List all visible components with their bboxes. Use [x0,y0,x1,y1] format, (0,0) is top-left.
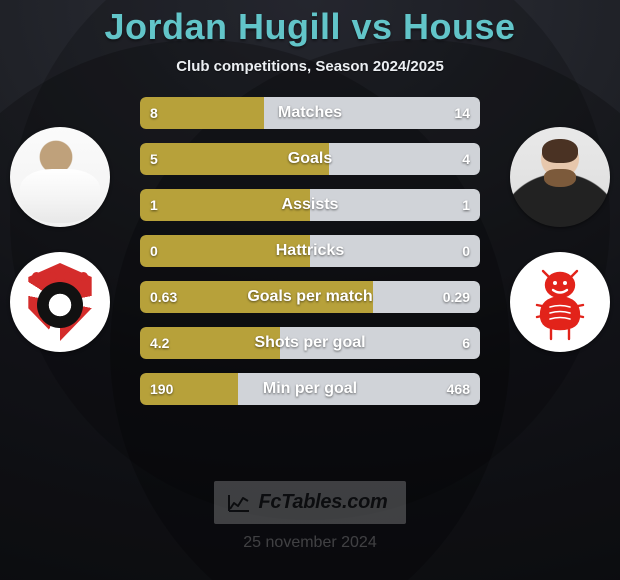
stat-value-p1: 1 [150,189,158,221]
stat-bar: 54Goals [140,143,480,175]
stat-bar-fill-p1 [140,97,264,129]
stat-bar-fill-p2 [238,373,480,405]
stat-value-p2: 4 [462,143,470,175]
stat-bar-fill-p2 [329,143,480,175]
stat-bar: 4.26Shots per goal [140,327,480,359]
stat-value-p2: 0 [462,235,470,267]
stat-bar: 814Matches [140,97,480,129]
stat-value-p1: 0.63 [150,281,177,313]
club-crest-icon [24,260,96,344]
stat-bar-fill-p2 [280,327,480,359]
stat-bar-fill-p2 [310,189,480,221]
stat-bar-fill-p2 [264,97,480,129]
stat-bar-fill-p2 [310,235,480,267]
page-subtitle: Club competitions, Season 2024/2025 [176,58,444,75]
stat-value-p1: 4.2 [150,327,169,359]
stat-bar-fill-p1 [140,189,310,221]
stat-bar: 00Hattricks [140,235,480,267]
club-crest-icon [525,263,595,341]
comparison-bars: 814Matches54Goals11Assists00Hattricks0.6… [140,97,480,405]
stat-value-p2: 14 [454,97,470,129]
stat-value-p1: 8 [150,97,158,129]
stat-value-p2: 6 [462,327,470,359]
stat-bar: 190468Min per goal [140,373,480,405]
stat-bar-fill-p1 [140,235,310,267]
player2-club-badge [510,252,610,352]
stat-bar: 11Assists [140,189,480,221]
stat-value-p1: 5 [150,143,158,175]
stat-value-p1: 190 [150,373,173,405]
player1-club-badge [10,252,110,352]
player2-avatar [510,127,610,227]
page-title: Jordan Hugill vs House [104,6,515,48]
stat-value-p2: 1 [462,189,470,221]
stat-bar: 0.630.29Goals per match [140,281,480,313]
stat-value-p2: 468 [447,373,470,405]
stat-value-p2: 0.29 [443,281,470,313]
stat-bar-fill-p1 [140,143,329,175]
player1-avatar [10,127,110,227]
stat-value-p1: 0 [150,235,158,267]
